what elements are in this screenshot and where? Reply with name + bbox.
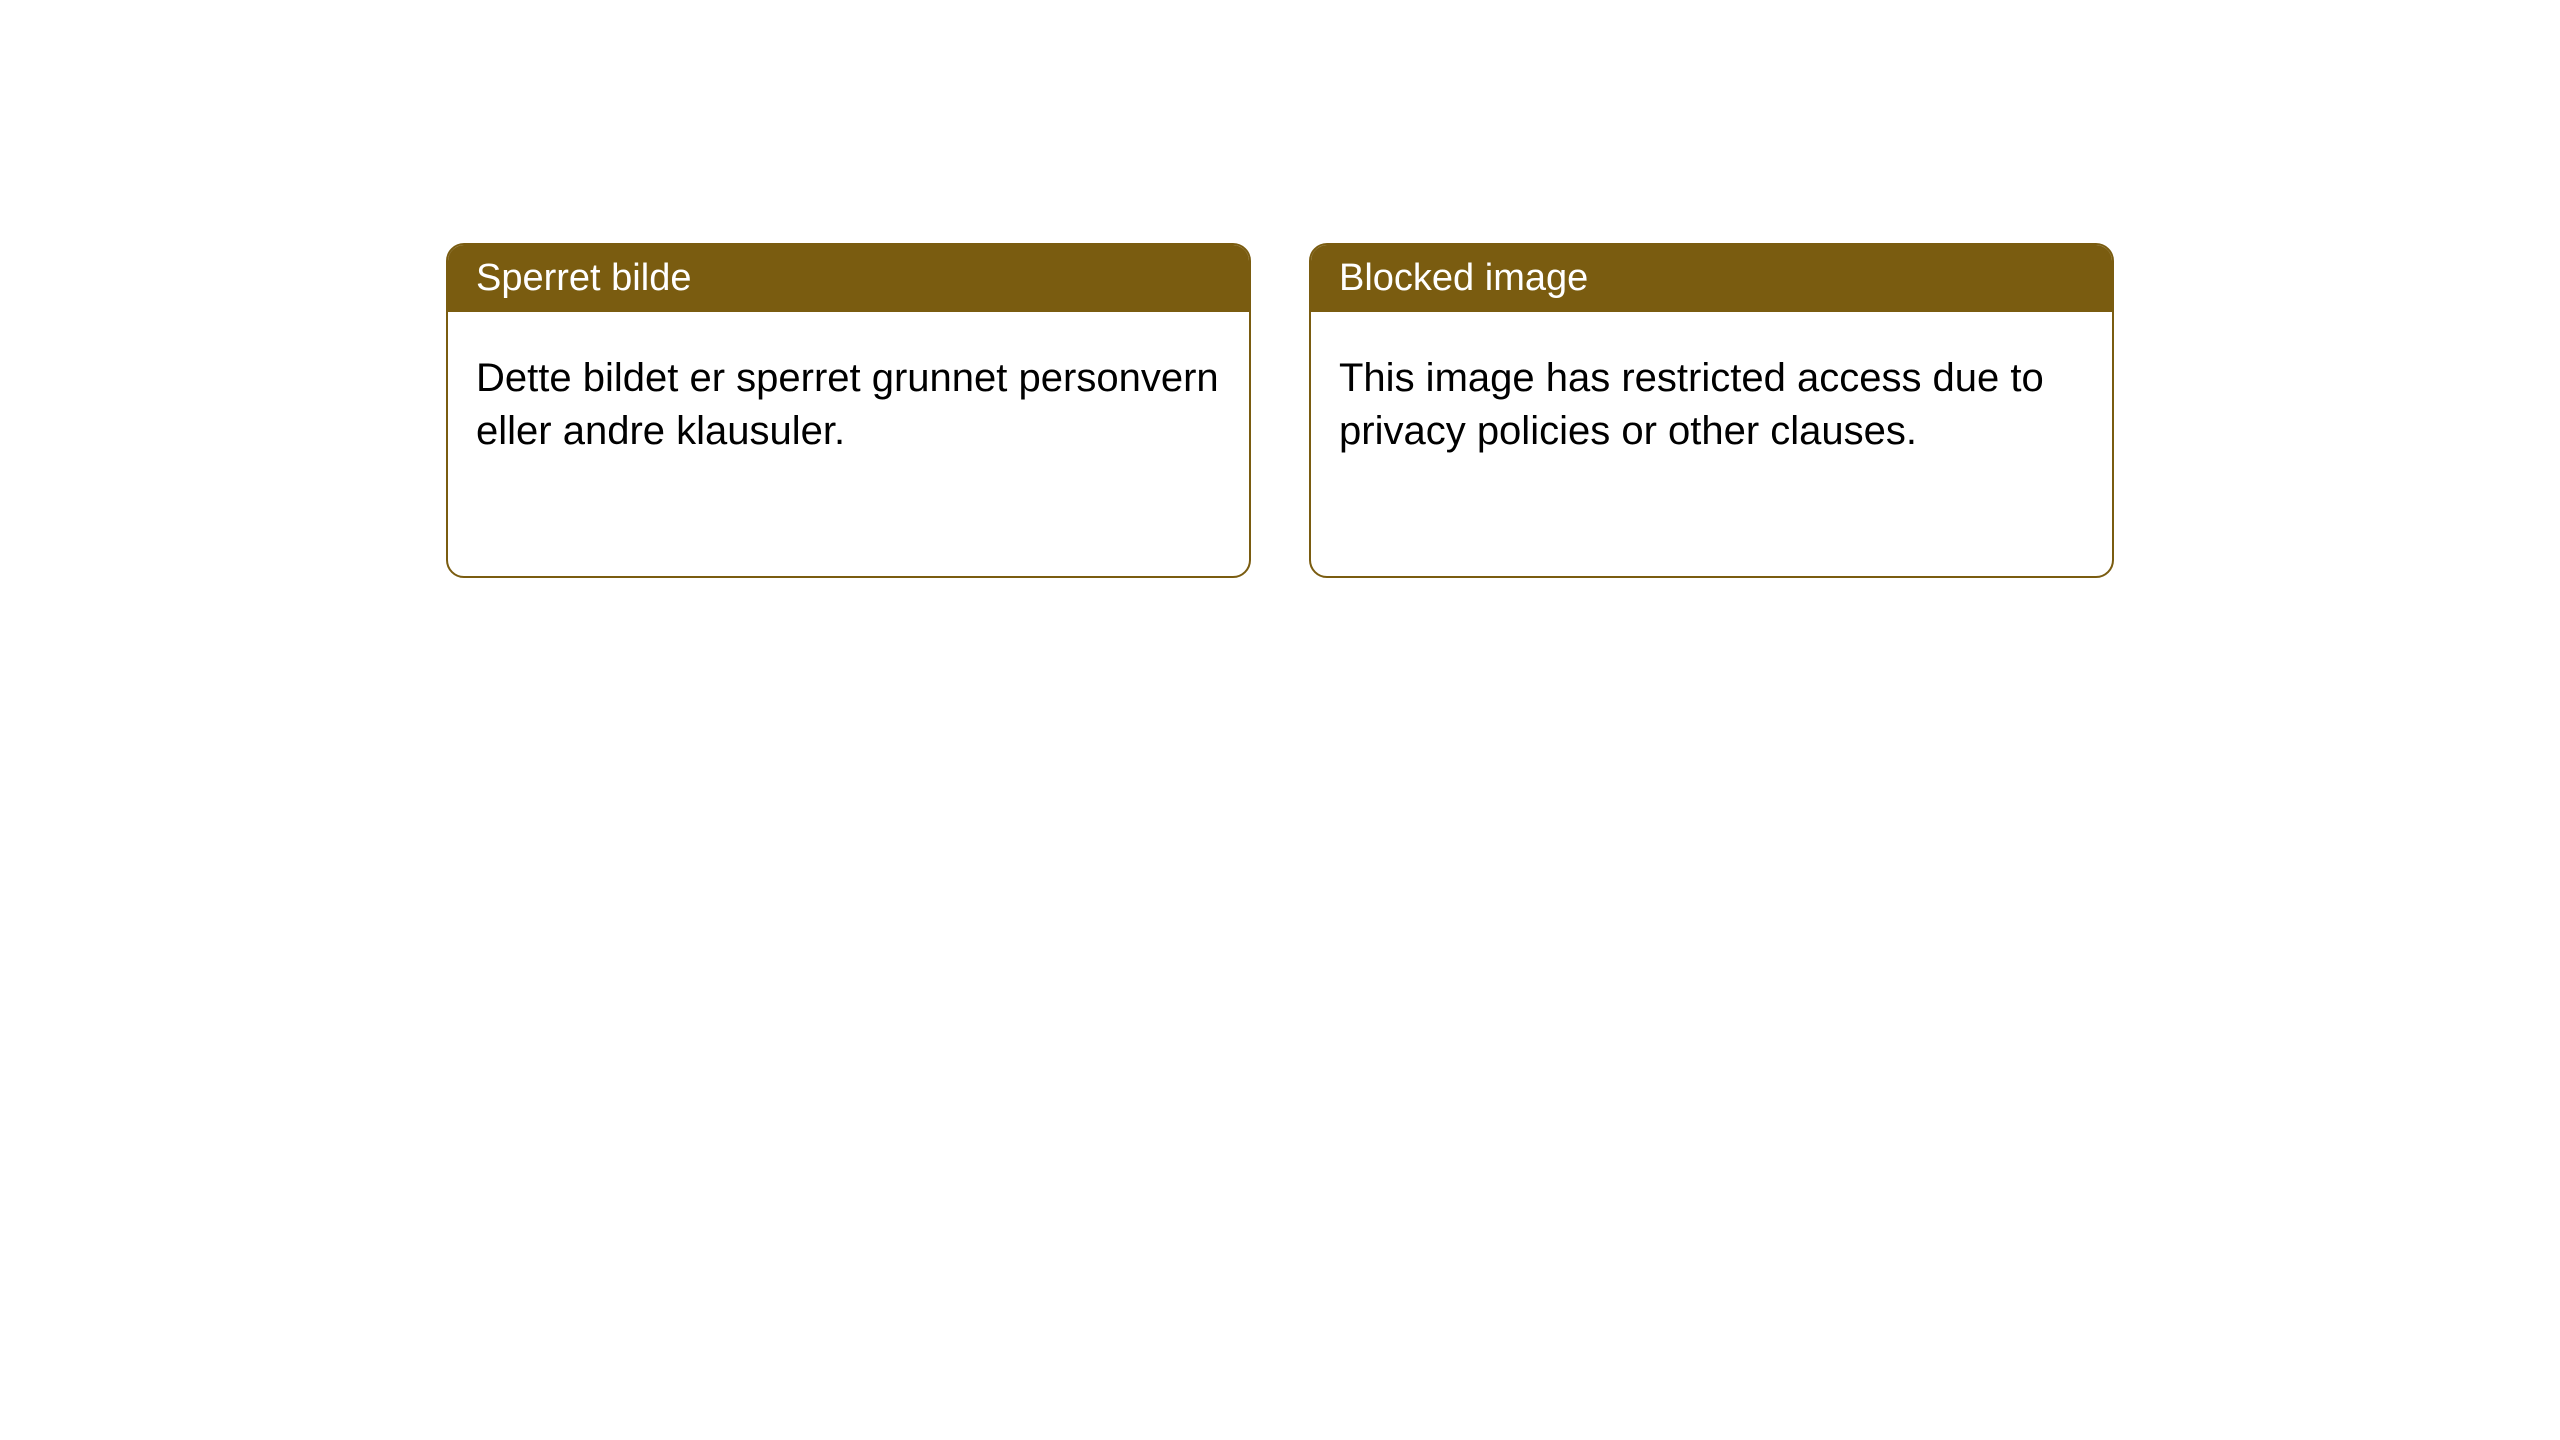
notice-header-norwegian: Sperret bilde bbox=[448, 245, 1249, 312]
notice-header-english: Blocked image bbox=[1311, 245, 2112, 312]
notice-card-norwegian: Sperret bilde Dette bildet er sperret gr… bbox=[446, 243, 1251, 578]
notice-card-english: Blocked image This image has restricted … bbox=[1309, 243, 2114, 578]
notice-container: Sperret bilde Dette bildet er sperret gr… bbox=[446, 243, 2114, 578]
notice-body-norwegian: Dette bildet er sperret grunnet personve… bbox=[448, 312, 1249, 498]
notice-body-english: This image has restricted access due to … bbox=[1311, 312, 2112, 498]
